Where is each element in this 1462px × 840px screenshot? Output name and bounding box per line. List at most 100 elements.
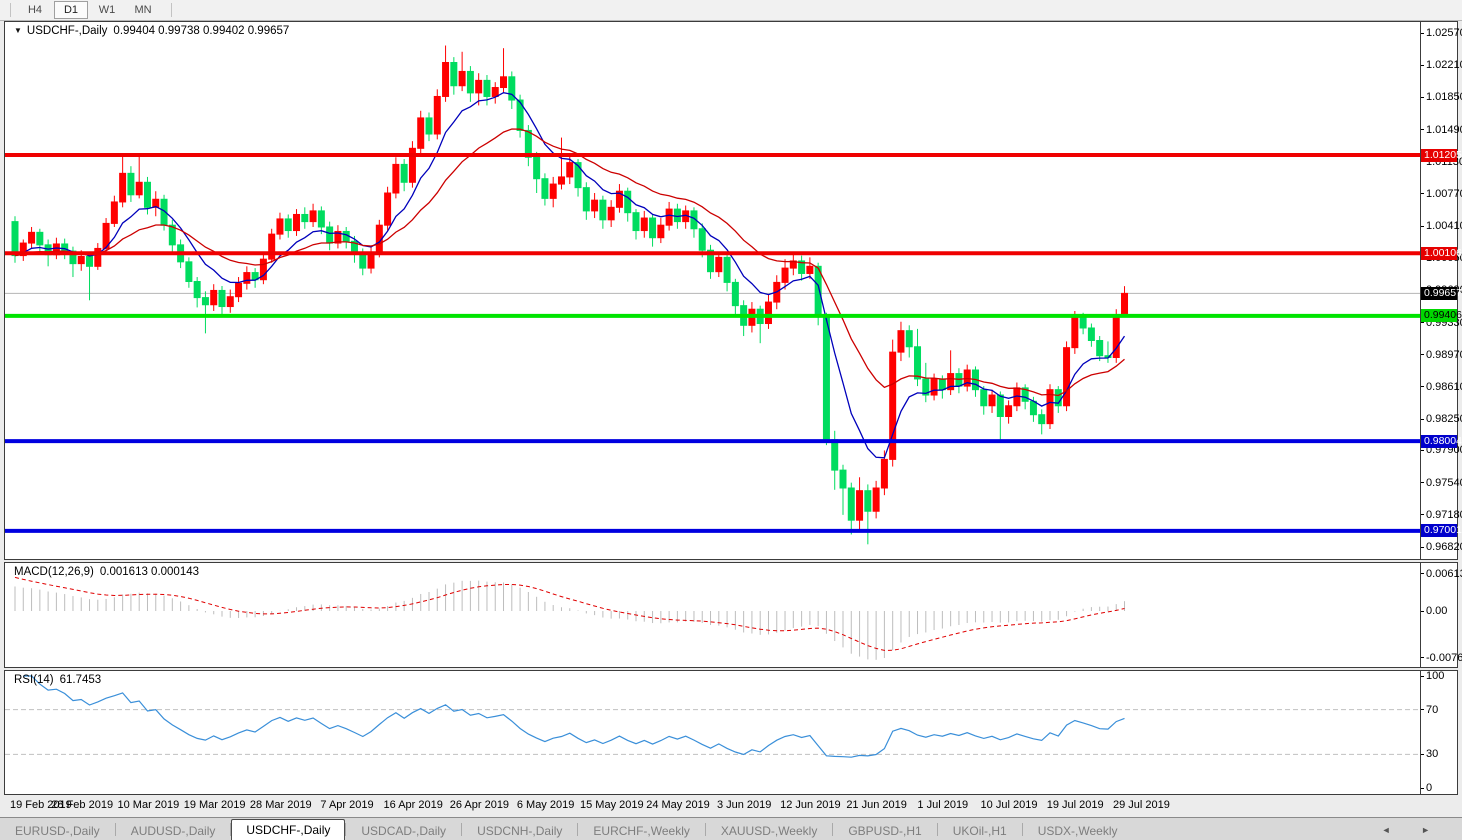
candle-down	[193, 281, 201, 299]
date-axis-label: 12 Jun 2019	[780, 799, 841, 811]
candle-up	[243, 272, 251, 284]
date-axis-label: 28 Feb 2019	[51, 799, 114, 811]
candle-down	[839, 469, 847, 489]
candle-up	[856, 490, 864, 521]
rsi-value: 61.7453	[59, 674, 102, 686]
candle-down	[980, 389, 988, 407]
price-tick-mark	[1421, 322, 1424, 324]
candle-up	[988, 394, 996, 407]
macd-header: MACD(12,26,9) 0.001613 0.000143	[14, 566, 199, 578]
price-tick-mark	[1421, 161, 1424, 163]
price-tick-mark	[1421, 354, 1424, 356]
macd-tick-label: 0.00	[1426, 605, 1448, 617]
timeframe-button-w1[interactable]: W1	[98, 4, 116, 16]
macd-tick-label: 0.00613	[1426, 567, 1462, 580]
macd-tick-mark	[1421, 610, 1424, 612]
candle-down	[86, 255, 94, 267]
chart-tab-xauusd-weekly[interactable]: XAUUSD-,Weekly	[720, 824, 818, 838]
candle-up	[268, 233, 276, 260]
price-tick-mark	[1421, 386, 1424, 388]
rsi-label: RSI(14)	[14, 674, 54, 686]
rsi-header: RSI(14) 61.7453	[14, 674, 101, 686]
candle-down	[326, 226, 334, 244]
candle-up	[781, 267, 789, 283]
price-tick-mark	[1421, 514, 1424, 516]
macd-panel: MACD(12,26,9) 0.001613 0.000143 0.00613 0.…	[4, 562, 1462, 668]
candle-down	[483, 79, 491, 97]
chart-tab-usdcnh-daily[interactable]: USDCNH-,Daily	[477, 824, 563, 838]
macd-tick-mark	[1421, 573, 1424, 575]
candle-down	[707, 249, 715, 273]
candle-up	[210, 289, 218, 306]
rsi-tick-mark	[1421, 753, 1424, 755]
candle-up	[657, 224, 665, 239]
price-chart-canvas[interactable]: ▼ USDCHF-,Daily 0.99404 0.99738 0.99402 0.…	[5, 22, 1421, 559]
candle-down	[1029, 400, 1037, 416]
macd-label: MACD(12,26,9)	[14, 566, 94, 578]
chart-tab-usdcad-daily[interactable]: USDCAD-,Daily	[361, 824, 447, 838]
chart-tab-audusd-daily[interactable]: AUDUSD-,Daily	[130, 824, 216, 838]
candle-up	[19, 242, 27, 257]
candle-down	[524, 129, 532, 158]
candle-down	[69, 250, 77, 265]
price-level-badge: 1.00106	[1421, 246, 1462, 260]
chart-tab-gbpusd-h1[interactable]: GBPUSD-,H1	[848, 824, 922, 838]
date-axis-label: 26 Apr 2019	[449, 799, 510, 811]
candle-down	[36, 231, 44, 246]
candle-up	[1071, 315, 1079, 349]
candle-up	[475, 79, 483, 94]
candle-up	[235, 282, 243, 298]
rsi-tick-label: 30	[1426, 748, 1439, 761]
price-tick-label: 0.97540	[1426, 476, 1462, 489]
timeframe-button-mn[interactable]: MN	[134, 4, 152, 16]
candle-down	[1021, 387, 1029, 402]
candle-up	[135, 181, 143, 196]
date-axis-label: 19 Feb 2019	[10, 799, 72, 811]
price-tick-mark	[1421, 193, 1424, 195]
candle-up	[1046, 389, 1054, 425]
candle-down	[201, 297, 209, 306]
price-level-badge: 0.99657	[1421, 286, 1462, 300]
candle-up	[433, 95, 441, 135]
tab-separator	[461, 823, 463, 836]
price-tick-label: 0.98610	[1426, 380, 1462, 393]
rsi-panel: RSI(14) 61.7453 100 70 30 0	[4, 670, 1458, 795]
chart-tab-usdx-weekly[interactable]: USDX-,Weekly	[1037, 824, 1118, 838]
candle-down	[922, 378, 930, 396]
candle-down	[698, 228, 706, 251]
candle-up	[276, 218, 284, 235]
candle-up	[226, 296, 234, 308]
tab-scroll-arrows[interactable]: ◄ ►	[1381, 824, 1444, 835]
timeframe-button-h4[interactable]: H4	[27, 4, 43, 16]
price-tick-mark	[1421, 32, 1424, 34]
timeframe-button-d1[interactable]: D1	[54, 1, 88, 19]
price-tick-label: 0.98250	[1426, 413, 1462, 426]
candle-up	[259, 258, 267, 281]
chart-tab-eurusd-daily[interactable]: EURUSD-,Daily	[15, 824, 100, 838]
chart-tab-ukoil-h1[interactable]: UKOil-,H1	[952, 824, 1007, 838]
candle-up	[897, 330, 905, 353]
candle-down	[1087, 327, 1095, 342]
candle-up	[665, 208, 673, 226]
macd-signal-line	[14, 576, 1125, 651]
date-axis: 19 Feb 2019 28 Feb 2019 10 Mar 2019 19 Mar …	[4, 796, 1458, 816]
candle-up	[119, 172, 127, 203]
price-tick-mark	[1421, 449, 1424, 451]
candle-up	[293, 213, 301, 232]
rsi-tick-label: 0	[1426, 782, 1433, 794]
rsi-canvas[interactable]: RSI(14) 61.7453	[5, 671, 1421, 794]
chart-tab-usdchf-daily[interactable]: USDCHF-,Daily	[231, 819, 346, 840]
chart-tab-eurchf-weekly[interactable]: EURCHF-,Weekly	[593, 824, 690, 838]
candle-down	[1096, 340, 1104, 357]
chart-dropdown-icon: ▼	[14, 26, 22, 35]
candle-up	[417, 117, 425, 149]
candle-down	[11, 221, 19, 257]
candle-down	[359, 253, 367, 269]
candle-down	[317, 210, 325, 228]
tab-separator	[114, 823, 116, 836]
price-tick-mark	[1421, 225, 1424, 227]
macd-canvas[interactable]: MACD(12,26,9) 0.001613 0.000143	[5, 563, 1421, 667]
date-axis-label: 19 Mar 2019	[183, 799, 246, 811]
candle-down	[632, 212, 640, 232]
candle-up	[1121, 292, 1129, 317]
